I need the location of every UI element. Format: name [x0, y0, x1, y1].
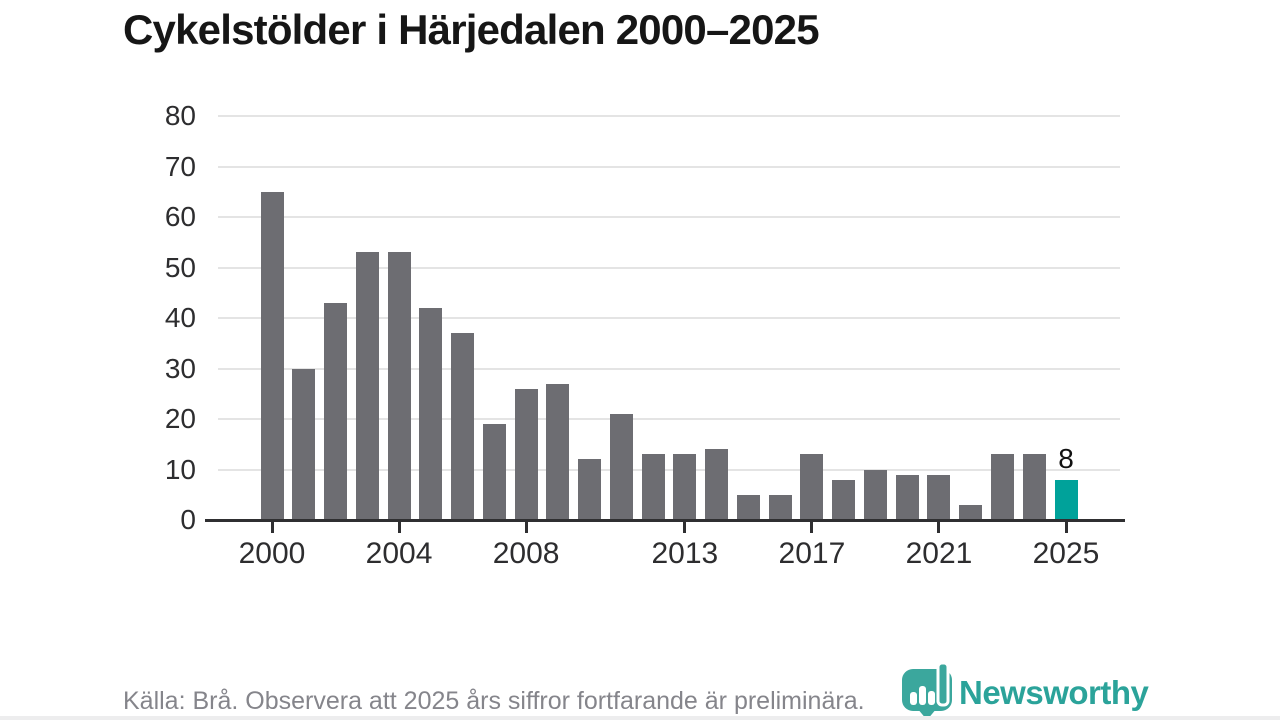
x-axis-label-2017: 2017: [778, 537, 846, 570]
y-axis-label-20: 20: [164, 403, 196, 434]
x-axis-tick-2013: [683, 521, 687, 533]
x-axis-label-2013: 2013: [651, 537, 719, 570]
newsworthy-logo: Newsworthy: [901, 660, 1149, 720]
x-axis-label-2008: 2008: [492, 537, 560, 570]
highlight-value-label: 8: [1058, 442, 1074, 474]
x-axis-tick-2021: [937, 521, 941, 533]
x-axis-label-2004: 2004: [365, 537, 433, 570]
gridline-y-60: [218, 216, 1120, 218]
bar-2013: [673, 454, 697, 520]
x-axis-tick-2004: [397, 521, 401, 533]
bar-2015: [736, 494, 760, 520]
bar-2010: [578, 459, 602, 520]
bar-2024: [1022, 454, 1046, 520]
y-axis-label-50: 50: [164, 251, 196, 283]
gridline-y-40: [218, 317, 1120, 319]
y-axis-label-0: 0: [180, 504, 196, 535]
bar-2004: [387, 252, 411, 520]
x-axis-tick-2000: [270, 521, 274, 533]
bar-2020: [895, 474, 919, 520]
x-axis-label-2025: 2025: [1032, 537, 1100, 570]
bar-2018: [832, 479, 856, 520]
chart-title: Cykelstölder i Härjedalen 2000–2025: [123, 6, 820, 53]
bar-2001: [292, 368, 316, 520]
gridline-y-30: [218, 367, 1120, 370]
bar-2019: [863, 469, 887, 520]
bar-2025: [1054, 479, 1078, 520]
gridline-y-20: [218, 418, 1120, 420]
gridline-y-70: [218, 165, 1120, 168]
newsworthy-logo-icon: [902, 661, 952, 720]
bar-2003: [355, 252, 379, 520]
y-axis-label-40: 40: [164, 302, 196, 333]
y-axis-label-60: 60: [164, 201, 196, 232]
bar-2023: [990, 454, 1014, 520]
y-axis-label-80: 80: [164, 100, 196, 131]
bar-2002: [324, 302, 348, 520]
y-axis-label-30: 30: [164, 352, 196, 384]
bar-2016: [768, 494, 792, 520]
bar-2007: [482, 424, 506, 520]
x-axis-line: [205, 518, 1125, 522]
bar-2005: [419, 307, 443, 520]
x-axis-tick-2025: [1064, 521, 1068, 533]
bar-2008: [514, 388, 538, 520]
y-axis-label-70: 70: [164, 150, 196, 182]
bar-2006: [451, 333, 475, 520]
bar-2011: [609, 413, 633, 520]
gridline-y-80: [218, 115, 1120, 117]
x-axis-tick-2008: [524, 521, 528, 533]
bar-2017: [800, 454, 824, 520]
bar-2009: [546, 383, 570, 520]
newsworthy-logo-text: Newsworthy: [959, 674, 1149, 711]
gridline-y-10: [218, 468, 1120, 471]
x-axis-tick-2017: [810, 521, 814, 533]
gridline-y-50: [218, 266, 1120, 269]
x-axis-label-2000: 2000: [238, 537, 306, 570]
bar-2000: [260, 191, 284, 520]
bar-2022: [959, 504, 983, 520]
x-axis-label-2021: 2021: [905, 537, 973, 570]
bottom-border: [0, 716, 1280, 720]
bar-2012: [641, 454, 665, 520]
bar-2014: [705, 449, 729, 520]
bar-2021: [927, 474, 951, 520]
source-note: Källa: Brå. Observera att 2025 års siffr…: [123, 687, 865, 715]
y-axis-label-10: 10: [164, 453, 196, 485]
